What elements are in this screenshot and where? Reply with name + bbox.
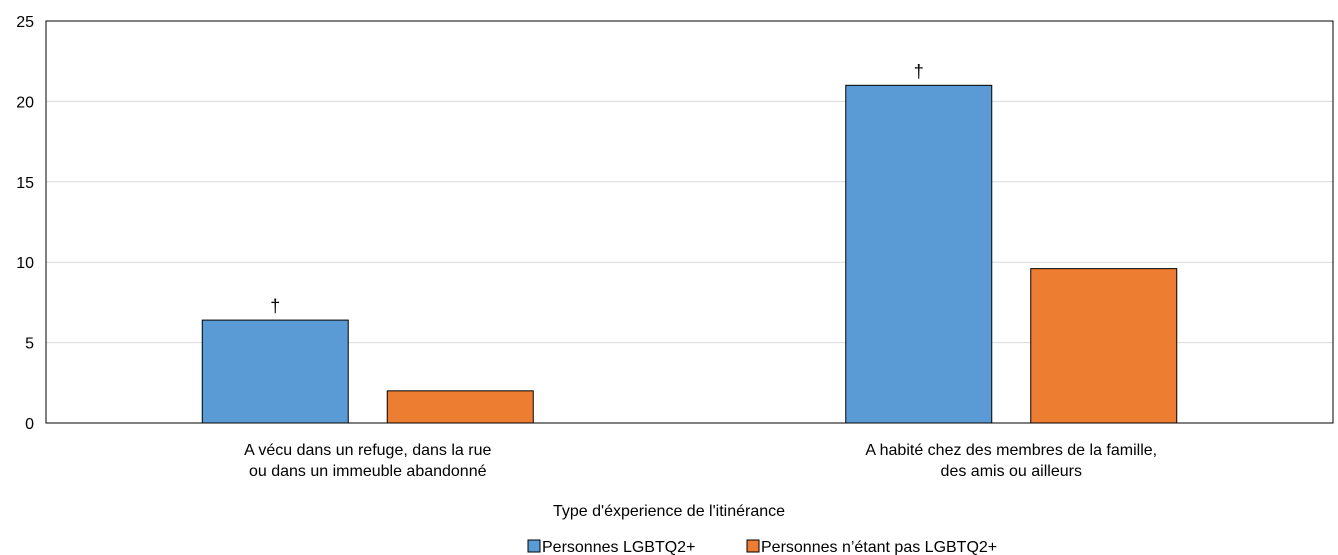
x-tick-label: ou dans un immeuble abandonné (249, 463, 487, 480)
y-tick-label: 20 (16, 94, 34, 111)
x-tick-label: des amis ou ailleurs (941, 463, 1082, 480)
x-axis-title: Type d'éxperience de l'itinérance (553, 503, 785, 520)
bar (845, 84, 993, 424)
y-tick-label: 0 (25, 416, 34, 433)
legend-swatch (527, 539, 541, 553)
significance-marker: † (270, 296, 280, 316)
y-tick-label: 15 (16, 175, 34, 192)
bar (386, 390, 534, 424)
y-tick-label: 10 (16, 255, 34, 272)
legend-label: Personnes n’étant pas LGBTQ2+ (761, 539, 997, 555)
labels: 0 5 10 15 20 25 † A vécu dans un refuge, dans l… (16, 14, 1157, 480)
legend-label: Personnes LGBTQ2+ (542, 539, 695, 555)
axes (45, 20, 1334, 424)
bar (1030, 268, 1178, 424)
legend: Personnes LGBTQ2+ Personnes n’étant pas L… (527, 539, 997, 555)
plot-frame (45, 20, 1334, 424)
bar (201, 319, 349, 424)
bars (201, 84, 1178, 424)
y-tick-label: 25 (16, 14, 34, 31)
y-tick-label: 5 (25, 336, 34, 353)
significance-marker: † (914, 61, 924, 81)
x-tick-label: A vécu dans un refuge, dans la rue (244, 442, 491, 459)
x-tick-label: A habité chez des membres de la famille, (865, 442, 1157, 459)
legend-swatch (746, 539, 760, 553)
